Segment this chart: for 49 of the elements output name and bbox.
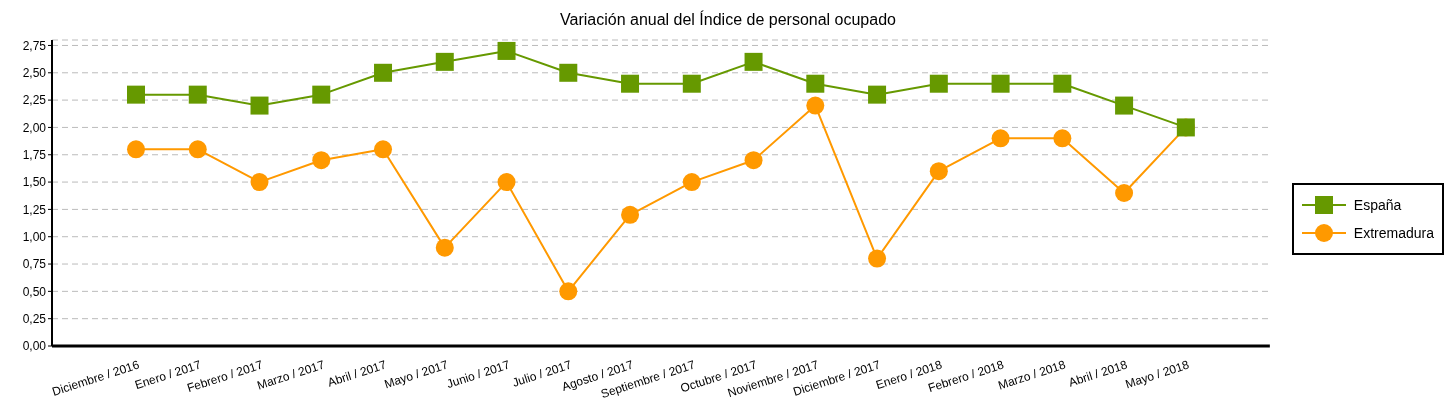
point bbox=[497, 173, 516, 192]
point bbox=[991, 74, 1010, 93]
y-tick-label: 0,25 bbox=[22, 311, 47, 326]
point bbox=[188, 85, 207, 104]
y-tick-label: 0,75 bbox=[22, 257, 47, 272]
point bbox=[682, 173, 701, 192]
point bbox=[435, 52, 454, 71]
point bbox=[312, 85, 331, 104]
point bbox=[1053, 129, 1072, 148]
y-tick-label: 2,75 bbox=[22, 38, 47, 53]
y-tick-label: 2,50 bbox=[22, 66, 47, 81]
y-tick-label: 2,25 bbox=[22, 93, 47, 108]
point bbox=[991, 129, 1010, 148]
point bbox=[374, 63, 393, 82]
point bbox=[127, 140, 145, 159]
point bbox=[250, 96, 269, 115]
y-tick-label: 1,50 bbox=[22, 175, 47, 190]
point bbox=[312, 151, 331, 170]
point bbox=[682, 74, 701, 93]
point bbox=[806, 96, 825, 115]
legend-label: Extremadura bbox=[1353, 225, 1434, 241]
point bbox=[374, 140, 393, 159]
point bbox=[744, 151, 763, 170]
chart-title: Variación anual del Índice de personal ocupado bbox=[559, 9, 897, 30]
y-tick-label: 0,50 bbox=[22, 284, 47, 299]
point bbox=[559, 282, 578, 301]
point bbox=[929, 162, 948, 181]
point bbox=[806, 74, 825, 93]
legend-label: España bbox=[1353, 197, 1402, 213]
point bbox=[621, 74, 640, 93]
point bbox=[1053, 74, 1072, 93]
point bbox=[435, 238, 454, 257]
point bbox=[621, 205, 640, 224]
y-tick-label: 1,00 bbox=[22, 229, 47, 244]
point bbox=[744, 52, 763, 71]
point bbox=[127, 85, 145, 104]
point bbox=[868, 85, 887, 104]
point bbox=[868, 249, 887, 268]
point bbox=[188, 140, 207, 159]
point bbox=[1115, 96, 1134, 115]
point bbox=[1115, 184, 1134, 202]
y-tick-label: 1,25 bbox=[22, 202, 47, 217]
y-tick-label: 0,00 bbox=[22, 339, 47, 354]
y-tick-label: 2,00 bbox=[22, 120, 47, 135]
point bbox=[559, 63, 578, 82]
y-tick-label: 1,75 bbox=[22, 148, 47, 163]
point bbox=[929, 74, 948, 93]
point bbox=[250, 173, 269, 192]
point bbox=[497, 41, 516, 60]
